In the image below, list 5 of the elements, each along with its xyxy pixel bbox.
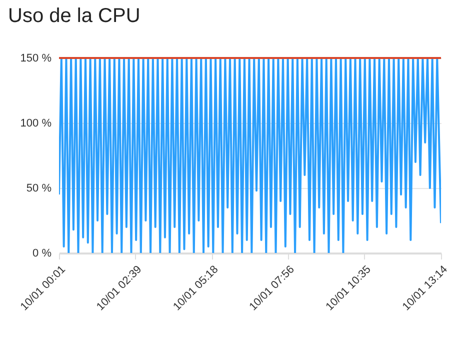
chart-title: Uso de la CPU — [8, 5, 140, 27]
y-tick-label: 50 % — [26, 182, 52, 194]
y-tick-label: 100 % — [20, 118, 52, 130]
y-tick-label: 0 % — [32, 248, 52, 260]
y-tick-label: 150 % — [20, 52, 52, 64]
